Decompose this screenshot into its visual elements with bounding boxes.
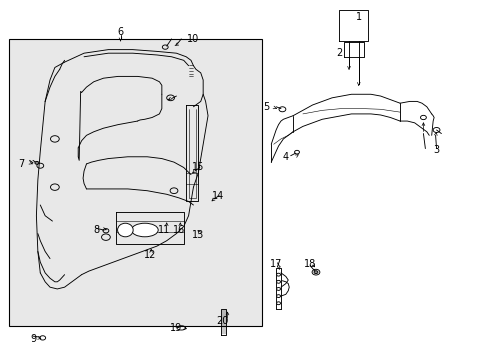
Text: 9: 9: [30, 334, 36, 344]
Circle shape: [276, 288, 280, 291]
Text: 4: 4: [282, 152, 288, 162]
Text: 11: 11: [158, 225, 170, 235]
Text: 6: 6: [117, 27, 123, 37]
Text: 8: 8: [93, 225, 99, 235]
Circle shape: [313, 271, 317, 274]
Ellipse shape: [117, 223, 133, 237]
Ellipse shape: [131, 223, 158, 237]
Circle shape: [276, 295, 280, 297]
Text: 7: 7: [19, 159, 25, 169]
Circle shape: [35, 161, 39, 164]
Text: 18: 18: [304, 259, 316, 269]
Text: 2: 2: [336, 48, 342, 58]
Text: 3: 3: [432, 145, 439, 155]
Text: 12: 12: [143, 250, 156, 260]
Text: 16: 16: [172, 225, 184, 235]
Text: 13: 13: [192, 230, 204, 240]
Text: 1: 1: [355, 13, 361, 22]
Circle shape: [276, 273, 280, 276]
Text: 17: 17: [269, 259, 282, 269]
Text: 14: 14: [211, 191, 224, 201]
Text: 5: 5: [263, 102, 269, 112]
Circle shape: [276, 280, 280, 283]
Text: 15: 15: [192, 162, 204, 172]
Text: 20: 20: [216, 316, 228, 326]
Text: 10: 10: [187, 34, 199, 44]
Circle shape: [276, 302, 280, 305]
Bar: [9, 39, 261, 327]
Text: 19: 19: [170, 323, 182, 333]
